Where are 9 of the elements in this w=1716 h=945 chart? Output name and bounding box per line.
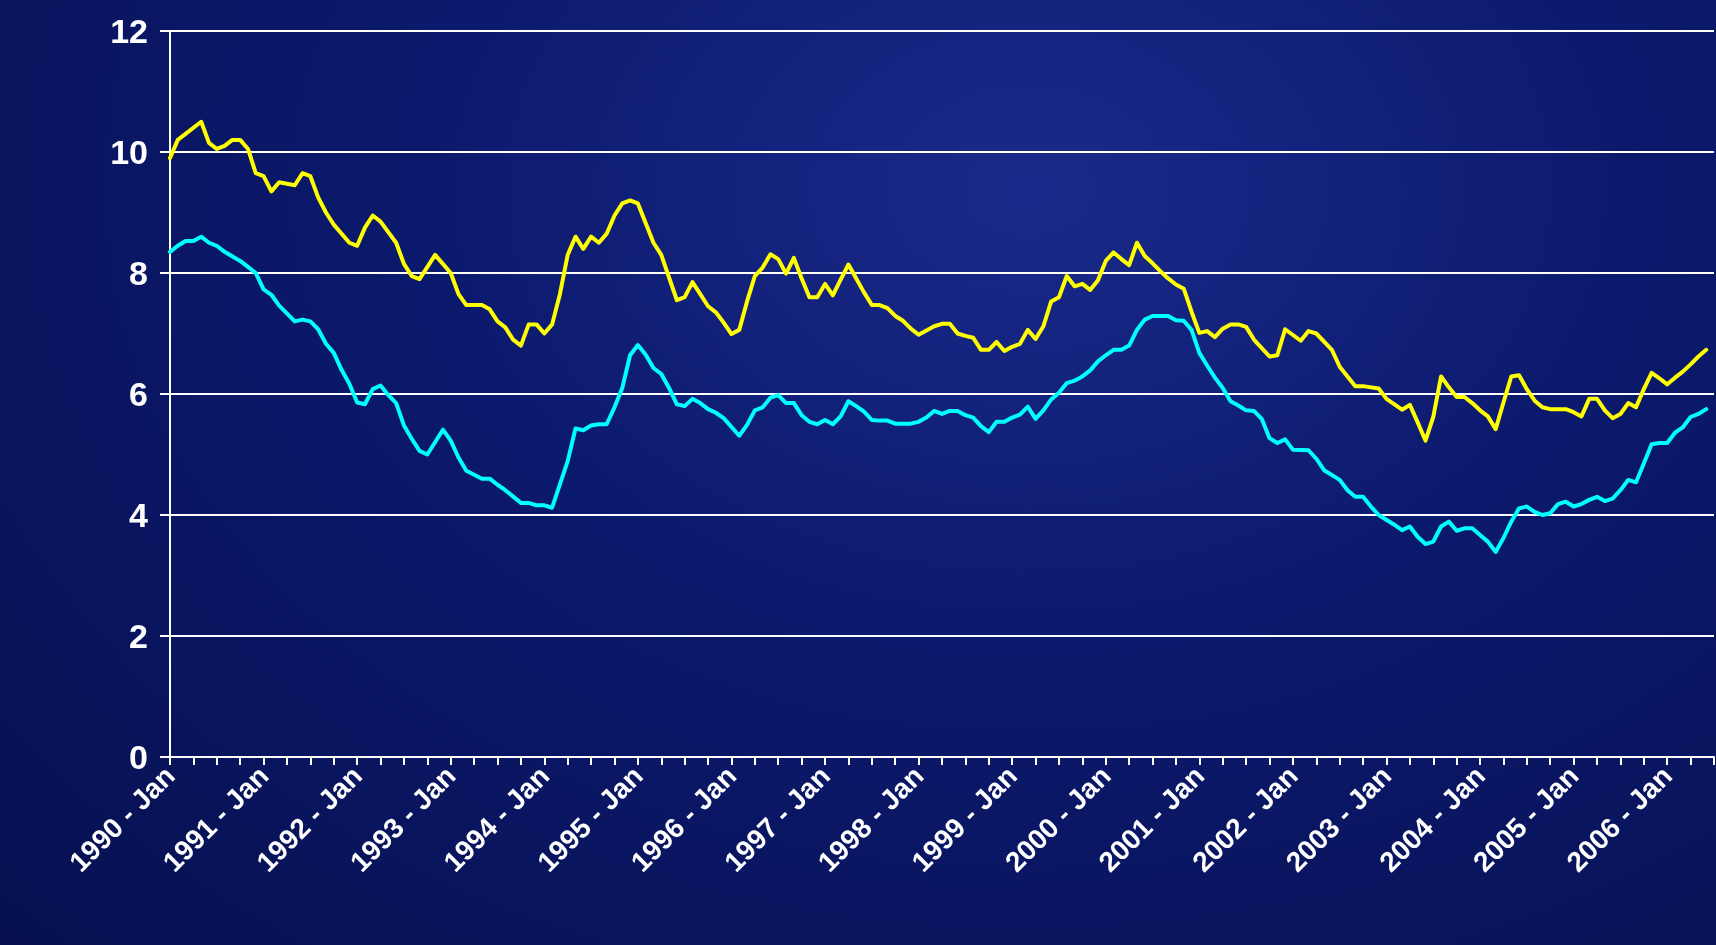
y-tick-label: 10 <box>110 133 148 171</box>
y-tick-label: 12 <box>110 12 148 50</box>
y-tick-label: 2 <box>129 617 148 655</box>
line-series <box>168 234 1709 554</box>
y-tick-label: 4 <box>129 496 149 534</box>
y-tick-label: 0 <box>129 738 148 776</box>
y-tick-label: 6 <box>129 375 148 413</box>
y-tick-label: 8 <box>129 254 148 292</box>
line-series <box>168 119 1709 443</box>
